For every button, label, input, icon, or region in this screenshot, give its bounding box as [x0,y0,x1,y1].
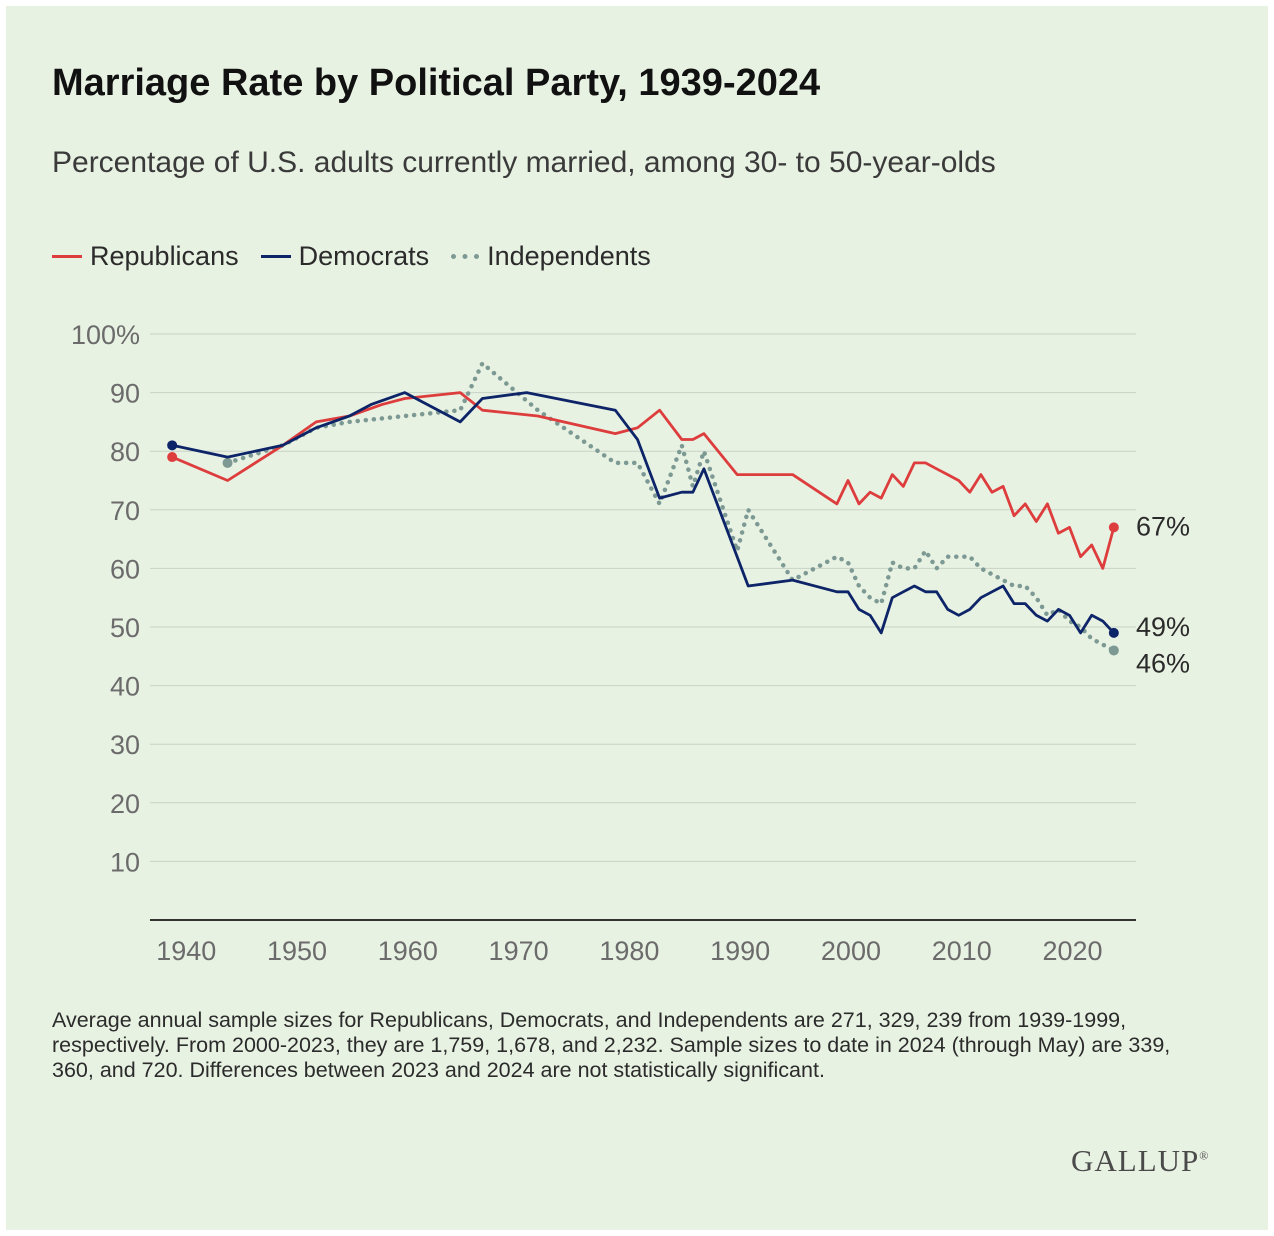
series-end-point-independents [1108,645,1119,656]
legend-label-independents: Independents [487,240,651,271]
series-line-independents [225,361,1117,653]
x-tick-label-2000: 2000 [821,936,881,966]
y-tick-label-60: 60 [110,554,140,584]
end-label-republicans: 67% [1136,511,1190,541]
x-tick-label-1960: 1960 [378,936,438,966]
series-end-point-republicans [1108,522,1119,533]
gallup-logo-text: GALLUP [1071,1143,1200,1178]
end-label-democrats: 49% [1136,612,1190,642]
end-label-independents: 46% [1136,648,1190,678]
series-line-republicans [170,391,1116,570]
chart-legend: Republicans Democrats Independents [52,238,673,274]
chart-card [6,6,1268,1230]
gallup-logo: GALLUP® [1071,1143,1210,1178]
x-tick-label-1980: 1980 [599,936,659,966]
x-tick-label-2010: 2010 [932,936,992,966]
series-end-point-democrats [1108,627,1119,638]
series-line-democrats [170,391,1116,635]
series-start-point-republicans [167,452,178,463]
y-tick-label-70: 70 [110,496,140,526]
y-tick-label-40: 40 [110,672,140,702]
legend-swatch-republicans [52,254,82,258]
series-start-point-independents [222,457,233,468]
y-tick-label-10: 10 [110,847,140,877]
legend-label-republicans: Republicans [90,240,239,271]
x-tick-label-1970: 1970 [489,936,549,966]
legend-item-independents: Independents [451,241,651,272]
x-tick-label-2020: 2020 [1042,936,1102,966]
x-tick-label-1990: 1990 [710,936,770,966]
footnote: Average annual sample sizes for Republic… [52,1008,1171,1082]
line-chart: 10 20 30 40 50 60 70 80 90 100% 1940 1950 1960 1970 19… [71,320,1190,966]
y-tick-label-20: 20 [110,789,140,819]
chart-title: Marriage Rate by Political Party, 1939-2… [52,62,821,104]
x-tick-label-1940: 1940 [156,936,216,966]
legend-label-democrats: Democrats [298,240,430,271]
y-tick-label-100: 100% [71,320,140,350]
y-tick-label-80: 80 [110,437,140,467]
y-tick-label-90: 90 [110,379,140,409]
legend-item-republicans: Republicans [52,241,239,272]
chart-subtitle: Percentage of U.S. adults currently marr… [52,146,996,179]
series-start-point-democrats [167,440,178,451]
x-tick-label-1950: 1950 [267,936,327,966]
legend-item-democrats: Democrats [260,240,430,272]
legend-swatch-independents [451,253,480,259]
y-tick-label-30: 30 [110,730,140,760]
y-tick-label-50: 50 [110,613,140,643]
legend-swatch-democrats [260,254,291,258]
